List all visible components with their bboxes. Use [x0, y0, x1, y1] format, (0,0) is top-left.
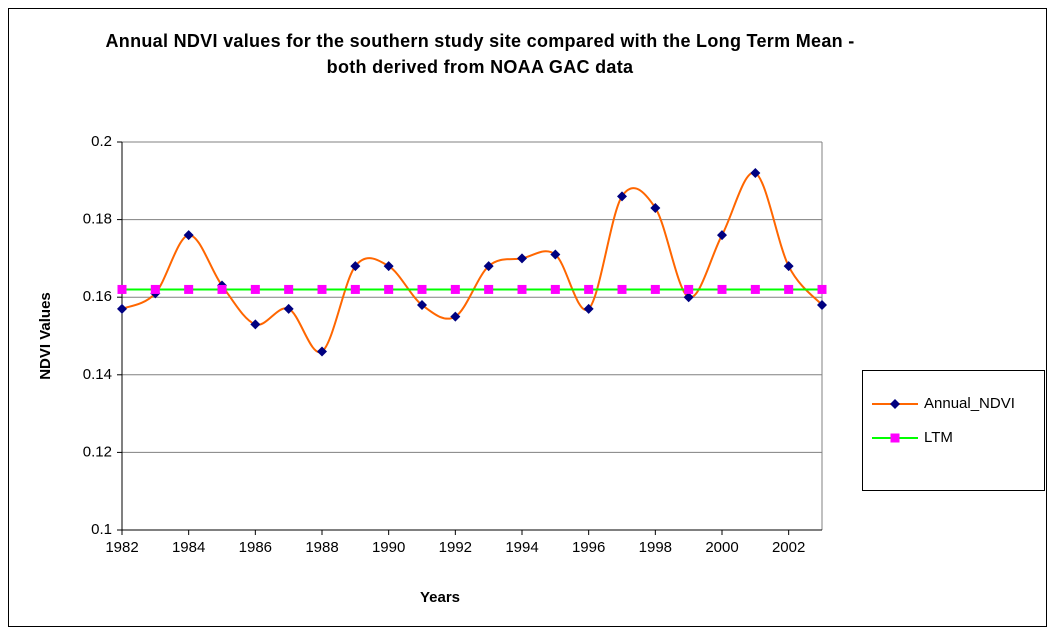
x-tick-label: 1996: [572, 539, 605, 556]
legend-label: LTM: [924, 429, 953, 446]
legend-marker: [890, 433, 900, 443]
marker: [350, 284, 360, 294]
legend-box: [862, 370, 1045, 491]
marker: [617, 191, 627, 202]
x-tick-label: 1988: [305, 539, 338, 556]
marker: [550, 284, 560, 294]
marker: [617, 284, 627, 294]
marker: [817, 299, 827, 310]
x-tick-label: 1990: [372, 539, 405, 556]
y-tick-label: 0.2: [91, 133, 112, 150]
x-tick-label: 2002: [772, 539, 805, 556]
x-tick-label: 1994: [505, 539, 538, 556]
marker: [650, 202, 661, 213]
marker: [117, 303, 127, 314]
x-tick-label: 2000: [705, 539, 738, 556]
x-tick-label: 1986: [239, 539, 272, 556]
y-tick-label: 0.18: [83, 211, 112, 228]
marker: [517, 253, 527, 264]
chart-title: Annual NDVI values for the southern stud…: [105, 31, 855, 77]
marker: [683, 292, 694, 303]
marker: [783, 261, 794, 272]
marker: [450, 284, 460, 294]
marker: [317, 284, 327, 294]
y-tick-label: 0.12: [83, 443, 112, 460]
x-tick-label: 1998: [639, 539, 672, 556]
marker: [750, 168, 761, 179]
marker: [817, 284, 827, 294]
marker: [784, 284, 794, 294]
marker: [483, 261, 494, 272]
marker: [417, 284, 427, 294]
marker: [650, 284, 660, 294]
marker: [583, 303, 594, 314]
marker: [417, 299, 427, 310]
y-tick-label: 0.16: [83, 288, 112, 305]
marker: [484, 284, 494, 294]
marker: [283, 303, 294, 314]
x-tick-label: 1992: [439, 539, 472, 556]
chart-frame: [8, 8, 1047, 627]
marker: [117, 284, 127, 294]
y-tick-label: 0.14: [83, 366, 112, 383]
marker: [350, 261, 361, 272]
x-axis-label: Years: [420, 589, 460, 606]
x-tick-label: 1984: [172, 539, 205, 556]
marker: [184, 284, 194, 294]
marker: [584, 284, 594, 294]
y-tick-label: 0.1: [91, 521, 112, 538]
marker: [717, 230, 727, 241]
marker: [750, 284, 760, 294]
marker: [383, 261, 394, 272]
x-tick-label: 1982: [105, 539, 138, 556]
marker: [684, 284, 694, 294]
marker: [183, 230, 194, 241]
marker: [217, 284, 227, 294]
marker: [517, 284, 527, 294]
marker: [450, 311, 461, 322]
marker: [317, 346, 327, 357]
marker: [250, 319, 261, 330]
marker: [384, 284, 394, 294]
marker: [284, 284, 294, 294]
marker: [250, 284, 260, 294]
marker: [550, 249, 561, 260]
marker: [150, 284, 160, 294]
marker: [717, 284, 727, 294]
y-axis-label: NDVI Values: [37, 292, 54, 380]
legend-label: Annual_NDVI: [924, 395, 1015, 412]
legend-marker: [890, 399, 900, 409]
